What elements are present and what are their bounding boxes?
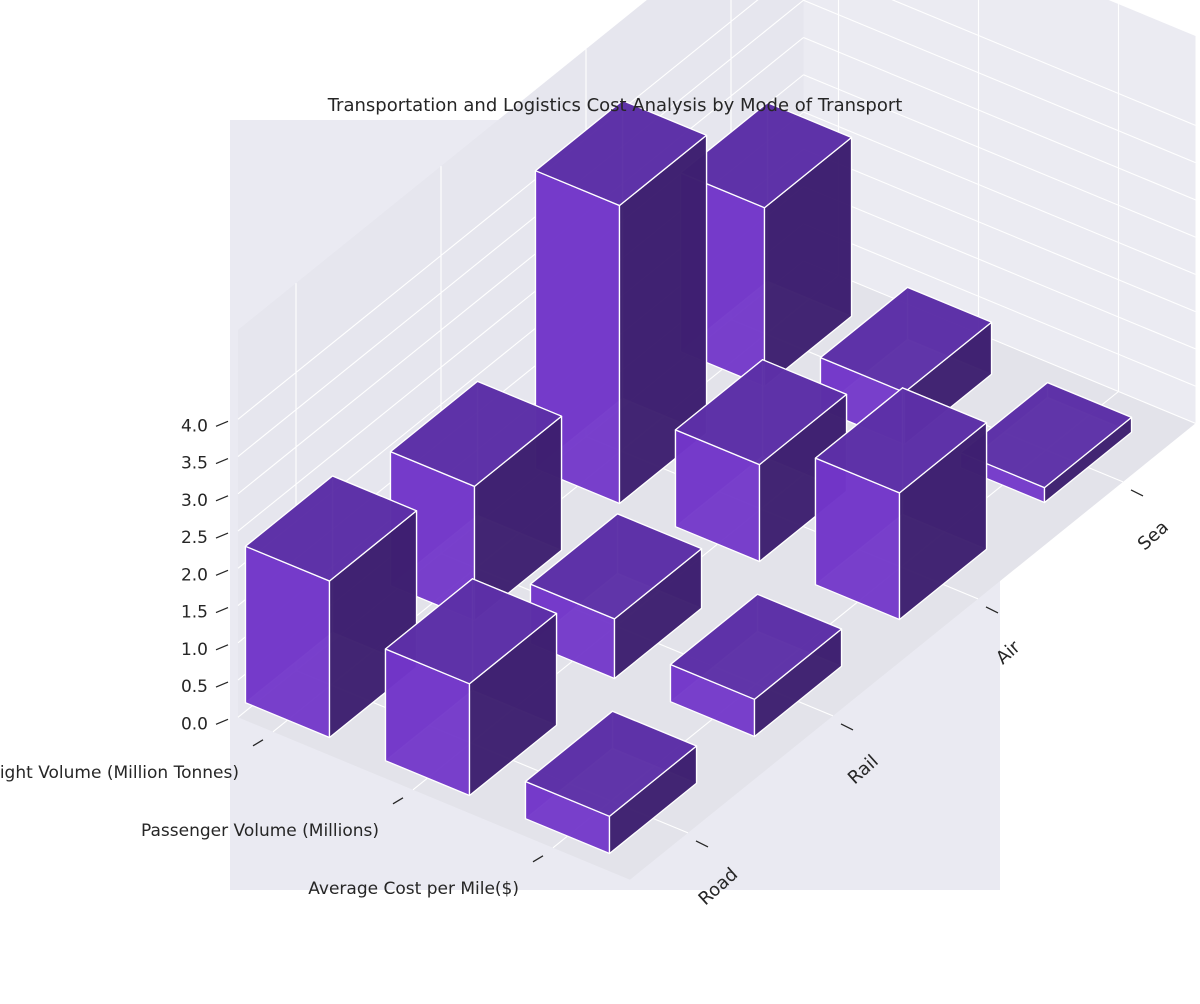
bar-top-face: [389, 380, 563, 488]
grid-line: [803, 260, 1196, 424]
z-tick: [215, 569, 229, 576]
bar-road-1: [384, 578, 558, 797]
grid-line: [237, 0, 759, 420]
z-tick: [215, 420, 229, 427]
axis-ticks: 0.0 0.5 1.0 1.5 2.0 2.5 3.0 3.5 4.0 Freight Volum…: [0, 416, 1173, 909]
z-tick-label: 4.0: [181, 416, 208, 436]
y-tick: [985, 606, 999, 614]
z-tick-label: 0.5: [181, 677, 208, 697]
z-tick-label: 1.0: [181, 640, 208, 660]
bar-top-face: [814, 387, 988, 494]
z-tick-label: 3.5: [181, 454, 208, 474]
bar-top-face: [669, 593, 843, 700]
bar-air-0: [534, 99, 708, 505]
grid-line: [237, 0, 804, 457]
x-tick-label: Freight Volume (Million Tonnes): [0, 763, 239, 783]
grid-line: [891, 0, 1196, 126]
bar-sea-2: [959, 381, 1133, 504]
z-tick-label: 2.5: [181, 528, 208, 548]
bar-top-face: [534, 99, 708, 207]
bar-top-face: [529, 513, 703, 620]
grid-line: [803, 0, 1196, 164]
grid-line: [803, 74, 1196, 238]
y-tick: [695, 840, 709, 848]
bar-top-face: [959, 381, 1133, 489]
bar-air-2: [814, 387, 988, 621]
y-tick: [840, 723, 854, 731]
bar-rail-2: [669, 593, 843, 738]
x-tick: [532, 855, 544, 863]
grid-line: [803, 36, 1196, 201]
bar-road-2: [524, 710, 698, 855]
y-tick-label: Sea: [1134, 517, 1173, 555]
grid-line: [803, 223, 1196, 387]
bar-top-face: [819, 286, 993, 393]
grid-line: [803, 148, 1196, 313]
z-tick-label: 2.0: [181, 565, 208, 585]
z-tick: [215, 457, 229, 465]
z-tick: [215, 606, 229, 614]
z-tick-label: 3.0: [181, 491, 208, 511]
y-tick: [1130, 489, 1144, 497]
grid-line: [803, 185, 1196, 350]
x-tick: [392, 797, 404, 805]
z-tick: [215, 644, 229, 651]
z-tick: [215, 681, 229, 688]
back-pane: [803, 0, 1196, 424]
bar-top-face: [524, 710, 698, 817]
z-tick: [215, 495, 229, 502]
bars: [244, 99, 1133, 855]
bar-top-face: [384, 578, 558, 685]
grid-line: [237, 37, 804, 495]
x-tick: [252, 739, 264, 747]
bar-top-face: [679, 102, 853, 209]
grid-line: [803, 111, 1196, 275]
z-tick: [215, 718, 229, 725]
z-tick-label: 1.5: [181, 603, 208, 623]
chart-title: Transportation and Logistics Cost Analys…: [327, 95, 903, 116]
x-tick-label: Average Cost per Mile($): [308, 879, 519, 899]
bar-top-face: [244, 475, 418, 582]
x-tick-label: Passenger Volume (Millions): [141, 821, 379, 841]
bar-top-face: [674, 359, 848, 466]
z-tick: [215, 532, 229, 539]
z-tick-label: 0.0: [181, 714, 208, 734]
